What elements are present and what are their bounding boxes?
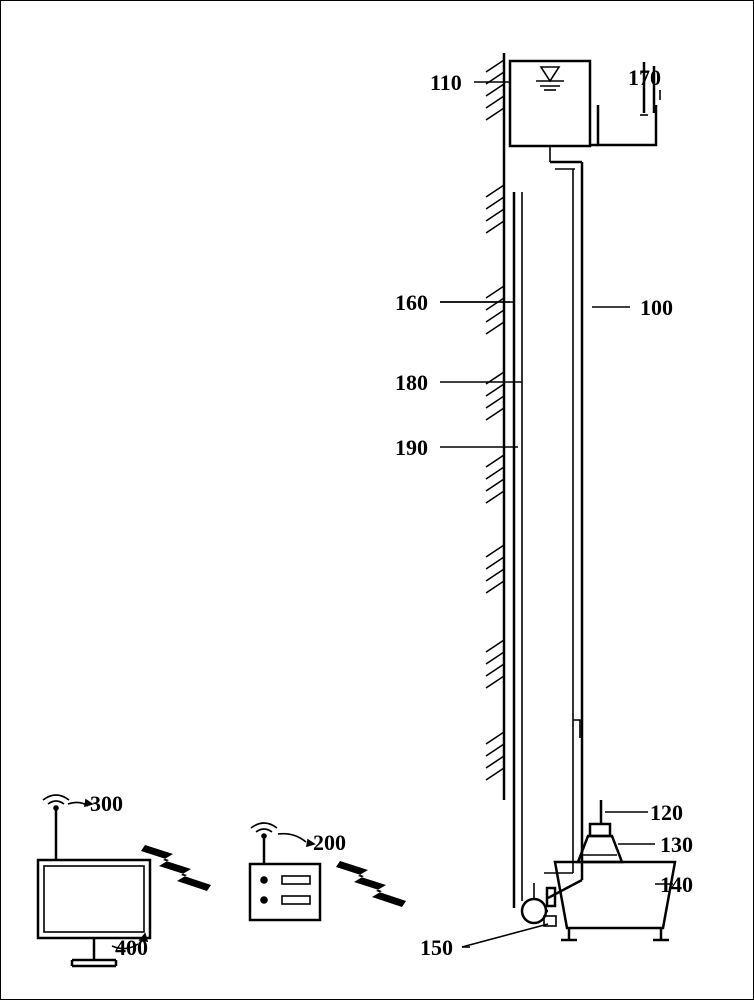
label-110: 110 — [430, 70, 462, 96]
label-190: 190 — [395, 435, 428, 461]
schematic-diagram — [0, 0, 754, 1000]
label-140: 140 — [660, 872, 693, 898]
label-120: 120 — [650, 800, 683, 826]
label-170: 170 — [628, 65, 661, 91]
label-100: 100 — [640, 295, 673, 321]
label-150: 150 — [420, 935, 453, 961]
label-130: 130 — [660, 832, 693, 858]
label-180: 180 — [395, 370, 428, 396]
label-200: 200 — [313, 830, 346, 856]
label-300: 300 — [90, 791, 123, 817]
label-160: 160 — [395, 290, 428, 316]
label-400: 400 — [115, 935, 148, 961]
